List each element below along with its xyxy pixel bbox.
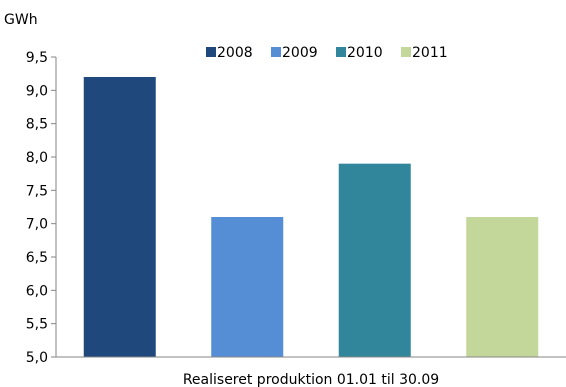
bar-2008 xyxy=(83,77,156,357)
y-tick-label: 9,0 xyxy=(26,83,48,99)
legend-label-2010: 2010 xyxy=(347,45,383,61)
y-tick-label: 9,5 xyxy=(26,50,48,66)
y-axis-ticks: 5,0 5,5 6,0 6,5 7,0 7,5 8,0 8,5 9,0 9,5 xyxy=(26,50,56,366)
legend-swatch-2008 xyxy=(206,47,216,57)
y-tick-label: 8,0 xyxy=(26,150,48,166)
y-tick-label: 6,5 xyxy=(26,250,48,266)
y-tick-label: 8,5 xyxy=(26,117,48,133)
bar-2009 xyxy=(211,217,284,357)
y-tick-label: 7,5 xyxy=(26,183,48,199)
bar-2010 xyxy=(338,163,411,357)
legend-swatch-2011 xyxy=(401,47,411,57)
x-axis-label: Realiseret produktion 01.01 til 30.09 xyxy=(183,372,439,387)
legend-label-2009: 2009 xyxy=(282,45,318,61)
y-tick-label: 5,5 xyxy=(26,317,48,333)
bars xyxy=(83,77,539,357)
y-tick-label: 5,0 xyxy=(26,350,48,366)
legend-swatch-2009 xyxy=(271,47,281,57)
bar-2011 xyxy=(466,217,539,357)
legend-swatch-2010 xyxy=(336,47,346,57)
y-tick-label: 6,0 xyxy=(26,283,48,299)
y-tick-label: 7,0 xyxy=(26,217,48,233)
y-axis-unit-label: GWh xyxy=(4,12,38,28)
axes xyxy=(55,57,566,358)
legend-label-2008: 2008 xyxy=(217,45,253,61)
legend: 2008 2009 2010 2011 xyxy=(206,45,448,61)
legend-label-2011: 2011 xyxy=(412,45,448,61)
